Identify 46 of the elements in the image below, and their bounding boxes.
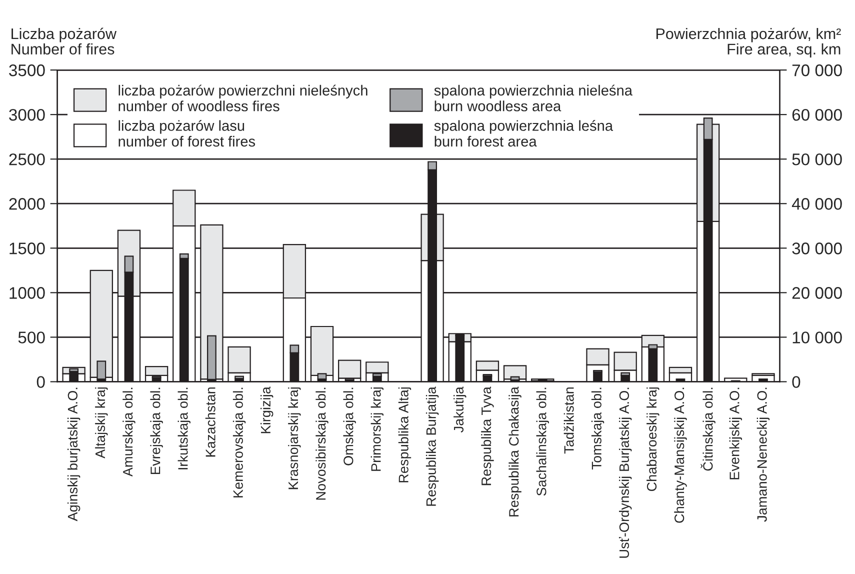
x-tick-label: Irkutskaja obl. [178,388,190,470]
x-tick-label: Jakutija [454,386,466,433]
x-tick-label: Omskaja obl. [343,388,356,466]
legend-label: liczba pożarów lasu number of forest fires [118,120,256,147]
y-tick-label: 1500 [10,242,45,254]
x-tick-label: Respublika Tyva [481,386,494,486]
y2-tick-label: 30 000 [792,242,842,254]
y2-tick-label: 60 000 [792,108,842,121]
x-tick-label: Evenkijskij A.O. [729,388,742,480]
x-tick-label: Tomskaja obl. [591,388,604,470]
y2-tick-label: 10 000 [792,332,842,344]
y-tick-label: 0 [36,376,45,388]
y2-tick-label: 20 000 [792,287,842,299]
y-tick-label: 3000 [9,108,45,121]
x-tick-label: Aginskij burjatskij A.O. [67,388,80,522]
x-tick-label: Čitinskaja obl. [700,388,716,471]
x-tick-label: Jamano-Neneckij A.O. [756,388,770,522]
y2-axis-title: Powierzchnia pożarów, km² Fire area, sq. km [656,28,841,58]
x-tick-label: Usť-Ordynskij Burjatskij A.O. [618,388,632,558]
y-tick-label: 3500 [9,64,45,76]
x-tick-label: Sachalinskaja obl. [536,388,549,496]
x-tick-label: Respublika Burjatija [426,386,439,506]
x-tick-label: Tadžikistan [564,387,574,454]
y-tick-label: 1000 [10,287,45,299]
y-tick-label: 500 [18,332,45,344]
y2-tick-label: 70 000 [792,64,842,76]
y-tick-label: 2500 [9,153,45,166]
x-tick-label: Respublika Altaj [398,387,412,482]
x-tick-label: Krasnojarskij kraj [288,387,301,490]
y2-tick-label: 0 [792,376,800,388]
x-tick-label: Primorskij kraj [370,387,384,471]
x-tick-label: Altajskij kraj [95,387,108,458]
x-tick-label: Respublika Chakasija [508,386,522,516]
y-tick-label: 2000 [9,198,45,210]
x-tick-label: Chabaroeskij kraj [646,387,660,492]
x-tick-label: Kemerovskaja obl. [232,388,246,498]
x-tick-label: Novosibirskaja obl. [316,388,328,500]
y2-tick-label: 50 000 [792,153,842,166]
y-axis-title: Liczba pożarów Number of fires [12,28,117,55]
x-tick-label: Amurskaja obl. [122,388,136,477]
x-tick-label: Chanty-Mansijskij A.O. [674,388,687,523]
y2-tick-label: 40 000 [792,198,842,210]
x-tick-label: Evrejskaja obl. [150,388,163,474]
legend-label: spalona powierzchnia leśna burn forest area [434,120,614,147]
x-tick-label: Kazachstan [205,387,216,457]
x-tick-label: Kirgizija [260,386,274,434]
